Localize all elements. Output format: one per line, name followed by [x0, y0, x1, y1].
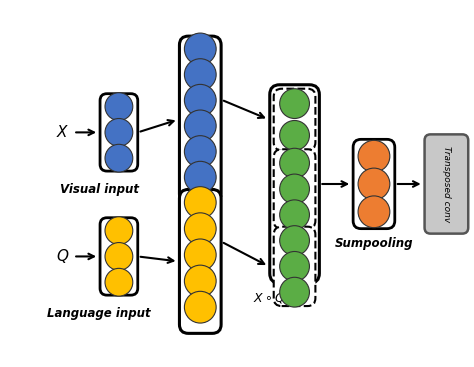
Circle shape	[280, 251, 310, 281]
FancyBboxPatch shape	[180, 36, 221, 203]
FancyBboxPatch shape	[353, 139, 395, 229]
Circle shape	[280, 120, 310, 150]
FancyBboxPatch shape	[425, 134, 468, 234]
FancyBboxPatch shape	[100, 94, 138, 171]
Circle shape	[184, 291, 216, 323]
Text: $X$: $X$	[56, 124, 69, 141]
Circle shape	[105, 243, 133, 270]
Circle shape	[184, 213, 216, 244]
Circle shape	[105, 217, 133, 244]
Circle shape	[184, 239, 216, 271]
FancyBboxPatch shape	[100, 218, 138, 295]
Text: $Q$: $Q$	[56, 247, 69, 265]
Circle shape	[184, 265, 216, 297]
Text: Visual input: Visual input	[60, 183, 138, 196]
Circle shape	[184, 59, 216, 91]
Circle shape	[358, 140, 390, 172]
Circle shape	[184, 136, 216, 167]
Circle shape	[105, 119, 133, 146]
Circle shape	[184, 110, 216, 142]
Text: Transposed conv: Transposed conv	[442, 146, 451, 222]
FancyBboxPatch shape	[270, 85, 319, 283]
Circle shape	[184, 33, 216, 65]
Text: Language input: Language input	[47, 307, 151, 320]
FancyBboxPatch shape	[273, 149, 315, 229]
Circle shape	[280, 226, 310, 255]
Circle shape	[280, 174, 310, 204]
Circle shape	[105, 268, 133, 296]
Circle shape	[280, 148, 310, 178]
Text: $X \circ Q$: $X \circ Q$	[253, 291, 286, 305]
FancyBboxPatch shape	[180, 189, 221, 333]
Circle shape	[358, 196, 390, 228]
Circle shape	[280, 277, 310, 307]
Circle shape	[184, 161, 216, 193]
FancyBboxPatch shape	[273, 227, 315, 306]
Circle shape	[280, 200, 310, 230]
Text: Sumpooling: Sumpooling	[335, 237, 413, 250]
FancyBboxPatch shape	[273, 89, 315, 150]
Circle shape	[184, 187, 216, 218]
Circle shape	[184, 84, 216, 116]
Circle shape	[105, 93, 133, 120]
Circle shape	[358, 168, 390, 200]
Circle shape	[105, 144, 133, 172]
Circle shape	[280, 89, 310, 119]
